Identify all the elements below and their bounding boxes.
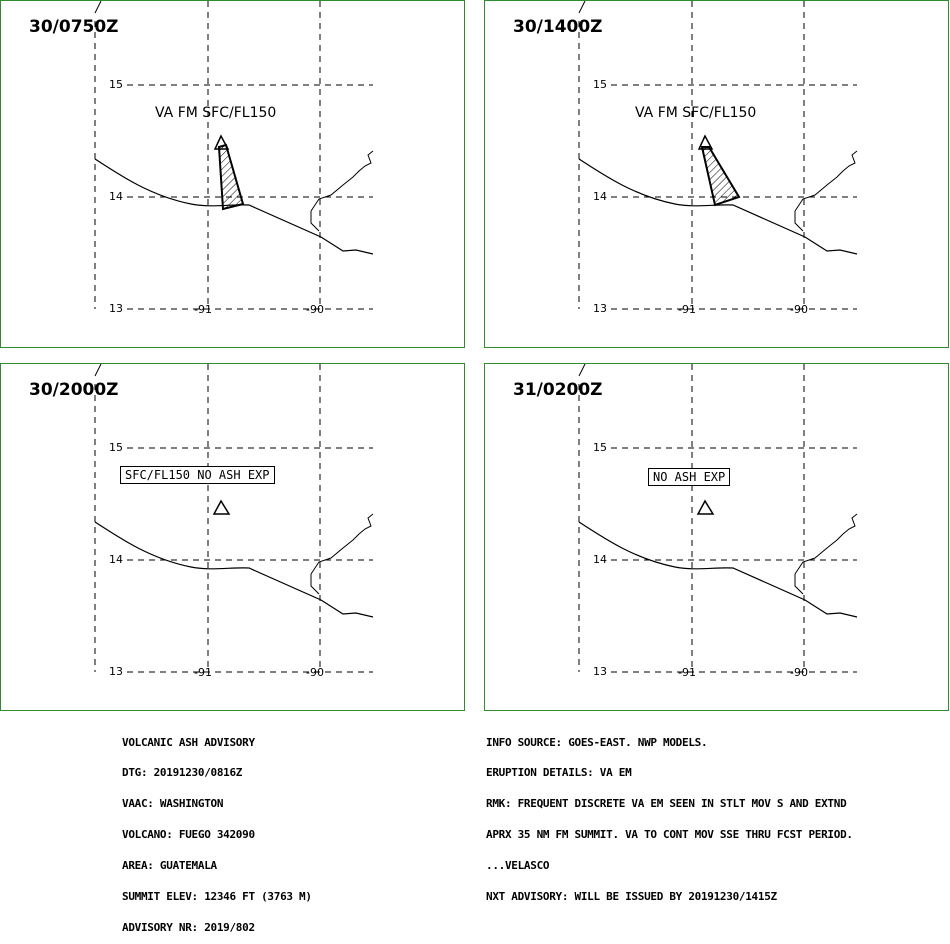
ash-forecast-label: SFC/FL150 NO ASH EXP <box>120 466 275 484</box>
volcano-icon <box>696 499 715 515</box>
lon-label-91: -91 <box>678 666 696 679</box>
lat-label-15: 15 <box>109 441 123 454</box>
advisory-line: INFO SOURCE: GOES-EAST. NWP MODELS. <box>486 735 708 749</box>
advisory-line: RMK: FREQUENT DISCRETE VA EM SEEN IN STL… <box>486 797 847 811</box>
map-panel-2: 30/1400Z 15 14 13 -91 -90 VA FM SFC/FL15… <box>484 0 949 348</box>
advisory-line: ADVISORY NR: 2019/802 <box>122 920 255 934</box>
lon-label-90: -90 <box>790 303 808 316</box>
advisory-line: ...VELASCO <box>486 859 550 873</box>
lat-label-15: 15 <box>109 78 123 91</box>
lat-label-13: 13 <box>109 665 123 678</box>
advisory-remarks-block: INFO SOURCE: GOES-EAST. NWP MODELS. ERUP… <box>486 717 853 913</box>
advisory-line: ERUPTION DETAILS: VA EM <box>486 766 632 780</box>
map-drawing <box>94 1 374 310</box>
advisory-line: DTG: 20191230/0816Z <box>122 766 243 780</box>
volcano-icon <box>213 134 230 150</box>
ash-area <box>700 146 741 207</box>
map-panel-4: 31/0200Z 15 14 13 -91 -90 NO ASH EXP <box>484 363 949 711</box>
map-drawing <box>578 364 858 673</box>
advisory-line: VAAC: WASHINGTON <box>122 797 224 811</box>
lon-label-90: -90 <box>306 303 324 316</box>
valid-time: 30/1400Z <box>513 17 603 37</box>
map-drawing <box>578 1 858 310</box>
ash-forecast-label: NO ASH EXP <box>648 468 731 486</box>
volcano-icon <box>697 134 714 150</box>
lon-label-90: -90 <box>790 666 808 679</box>
valid-time: 30/0750Z <box>29 17 119 37</box>
lon-label-91: -91 <box>678 303 696 316</box>
ash-area <box>217 143 245 211</box>
lat-label-13: 13 <box>109 302 123 315</box>
map-panel-3: 30/2000Z 15 14 13 -91 -90 SFC/FL150 NO A… <box>0 363 465 711</box>
advisory-line: AREA: GUATEMALA <box>122 859 217 873</box>
volcano-icon <box>212 499 231 515</box>
advisory-line: VOLCANO: FUEGO 342090 <box>122 828 255 842</box>
valid-time: 30/2000Z <box>29 380 119 400</box>
lon-label-91: -91 <box>194 666 212 679</box>
map-drawing <box>94 364 374 673</box>
lat-label-14: 14 <box>109 190 123 203</box>
lat-label-14: 14 <box>109 553 123 566</box>
lat-label-14: 14 <box>593 553 607 566</box>
advisory-header-block: VOLCANIC ASH ADVISORY DTG: 20191230/0816… <box>122 717 312 944</box>
ash-level-label: VA FM SFC/FL150 <box>635 105 757 121</box>
lat-label-15: 15 <box>593 441 607 454</box>
valid-time: 31/0200Z <box>513 380 603 400</box>
advisory-line: APRX 35 NM FM SUMMIT. VA TO CONT MOV SSE… <box>486 828 853 842</box>
map-panel-1: 30/0750Z 15 14 13 -91 -90 VA FM SFC/FL15… <box>0 0 465 348</box>
advisory-line: SUMMIT ELEV: 12346 FT (3763 M) <box>122 890 312 904</box>
lat-label-13: 13 <box>593 302 607 315</box>
lat-label-15: 15 <box>593 78 607 91</box>
advisory-line: NXT ADVISORY: WILL BE ISSUED BY 20191230… <box>486 890 777 904</box>
lat-label-13: 13 <box>593 665 607 678</box>
lon-label-90: -90 <box>306 666 324 679</box>
advisory-line: VOLCANIC ASH ADVISORY <box>122 735 255 749</box>
ash-level-label: VA FM SFC/FL150 <box>155 105 277 121</box>
lon-label-91: -91 <box>194 303 212 316</box>
lat-label-14: 14 <box>593 190 607 203</box>
